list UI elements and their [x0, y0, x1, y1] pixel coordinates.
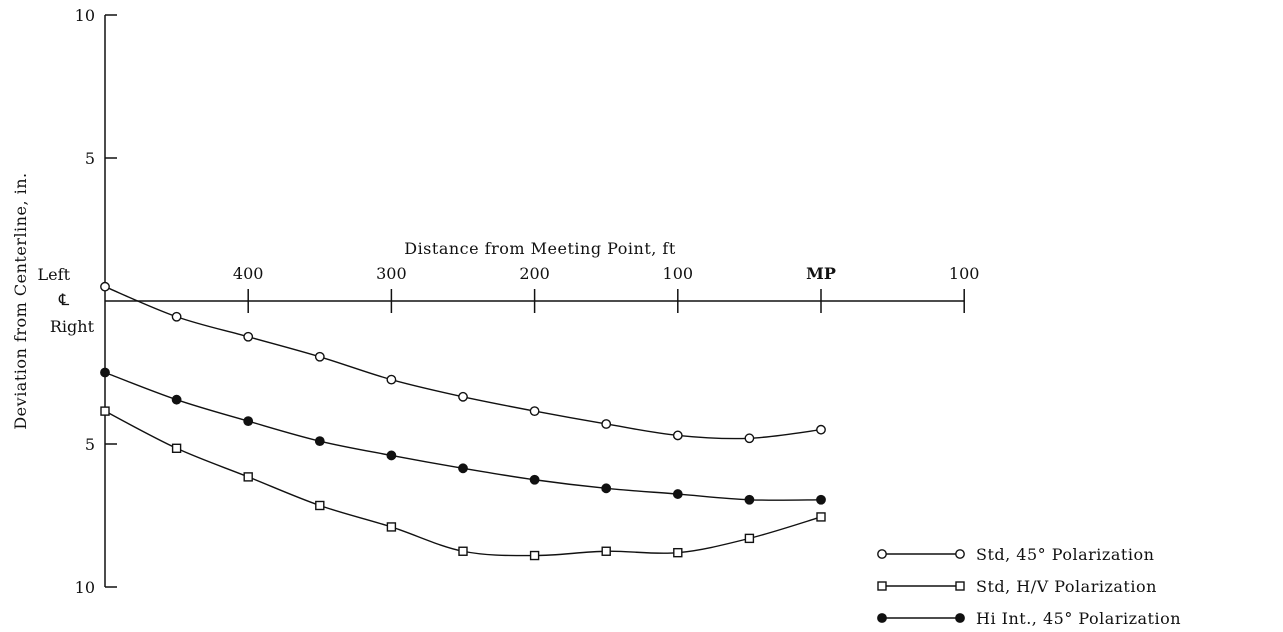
data-point: [673, 547, 683, 558]
series-line: [104, 410, 822, 557]
series-2: [100, 367, 826, 505]
data-point: [243, 472, 253, 482]
legend-marker: [877, 549, 887, 559]
left-label: Left: [38, 265, 71, 284]
data-point: [315, 500, 325, 511]
data-point: [100, 281, 110, 292]
legend-marker: [877, 613, 887, 623]
x-tick-label: 400: [233, 264, 264, 283]
data-point: [314, 351, 325, 362]
data-point: [744, 533, 755, 544]
data-point: [816, 424, 826, 435]
data-point: [100, 406, 110, 416]
data-point: [601, 483, 612, 494]
legend-label: Hi Int., 45° Polarization: [976, 609, 1181, 628]
y-axis-title: Deviation from Centerline, in.: [11, 172, 30, 429]
legend-item: Std, H/V Polarization: [877, 577, 1157, 596]
legend-item: Hi Int., 45° Polarization: [877, 609, 1181, 628]
data-point: [243, 331, 254, 342]
data-point: [744, 494, 755, 505]
data-point: [816, 512, 826, 522]
x-tick-label: 300: [376, 264, 407, 283]
series-line: [104, 286, 822, 440]
legend-marker: [955, 549, 965, 559]
legend: Std, 45° Polarization Std, H/V Polarizati…: [877, 545, 1181, 628]
y-tick-label: 5: [85, 149, 95, 168]
legend-marker: [955, 613, 965, 623]
y-tick-label: 10: [75, 578, 95, 597]
data-point: [672, 430, 683, 441]
series-0: [100, 281, 826, 444]
data-point: [529, 406, 540, 417]
data-point: [386, 522, 397, 532]
data-point: [529, 474, 540, 485]
data-point: [601, 419, 612, 429]
data-point: [529, 550, 540, 561]
data-point: [386, 450, 397, 461]
centerline-label: ℄: [58, 290, 70, 309]
legend-label: Std, 45° Polarization: [976, 545, 1154, 564]
x-tick-label: 100: [663, 264, 694, 283]
data-point: [171, 443, 182, 453]
x-tick-label: 100: [949, 264, 980, 283]
data-point: [314, 436, 325, 447]
x-axis-title: Distance from Meeting Point, ft: [404, 239, 676, 258]
data-point: [171, 311, 182, 322]
data-point: [386, 374, 397, 385]
data-point: [601, 546, 611, 556]
data-point: [458, 391, 468, 402]
data-point: [816, 494, 826, 505]
y-tick-label: 10: [75, 6, 95, 25]
x-tick-label: 200: [519, 264, 550, 283]
series-layer: [100, 281, 826, 561]
series-line: [104, 371, 822, 501]
data-point: [171, 394, 182, 405]
y-tick-label: 5: [85, 435, 95, 454]
data-point: [672, 489, 683, 499]
series-1: [100, 406, 826, 561]
right-label: Right: [50, 317, 95, 336]
legend-marker: [877, 581, 887, 591]
axes: 10 5 5 10 400 300 200 100 MP 100 Distance from Mee…: [11, 6, 979, 597]
x-tick-label: MP: [806, 264, 836, 283]
data-point: [744, 433, 755, 444]
data-point: [458, 546, 468, 556]
legend-label: Std, H/V Polarization: [976, 577, 1157, 596]
legend-marker: [955, 581, 965, 591]
legend-item: Std, 45° Polarization: [877, 545, 1154, 564]
data-point: [458, 463, 468, 474]
data-point: [243, 416, 254, 427]
data-point: [100, 367, 110, 378]
